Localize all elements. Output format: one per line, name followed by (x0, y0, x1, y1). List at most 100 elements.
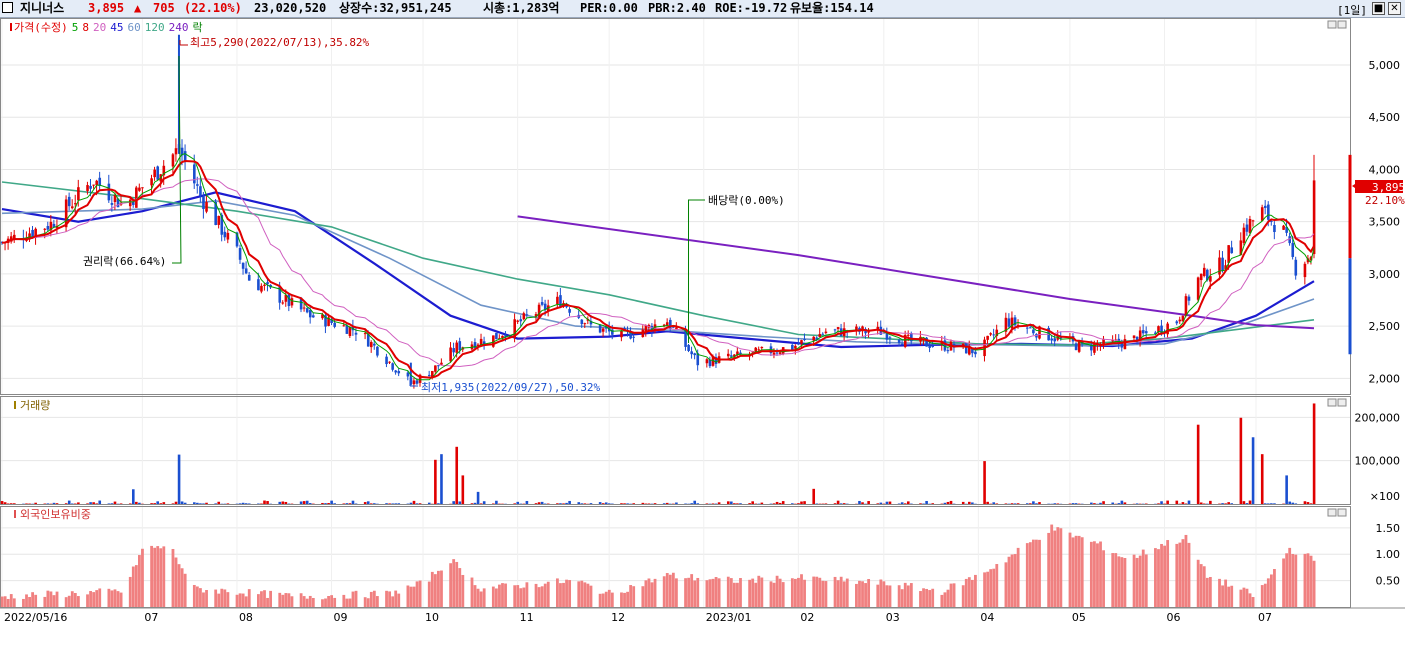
candle-body (778, 352, 782, 354)
candle-body (928, 345, 931, 348)
foreign-bar (409, 586, 413, 607)
candle-body (348, 326, 352, 336)
foreign-bar (388, 591, 391, 607)
close-icon[interactable]: ✕ (1388, 2, 1401, 15)
candle-body (302, 307, 306, 309)
foreign-bar (1309, 555, 1313, 607)
foreign-bar (897, 585, 901, 607)
candle-body (812, 336, 816, 341)
volume-bar (565, 502, 568, 504)
dividend-guide (688, 199, 705, 343)
candle-body (568, 309, 571, 313)
foreign-bar (1245, 588, 1249, 607)
candle-body (1093, 343, 1096, 353)
foreign-bar (1144, 554, 1148, 607)
restore-icon[interactable]: ■ (1372, 2, 1385, 15)
foreign-bar (354, 590, 358, 607)
volume-bar (803, 501, 806, 504)
ma-line-20 (1, 178, 1315, 368)
candle-body (312, 315, 315, 318)
foreign-bar (6, 598, 10, 607)
roe-value: ROE:-19.72 (715, 1, 788, 15)
foreign-bar (1059, 528, 1063, 607)
foreign-bar (430, 571, 434, 607)
candle-body (1294, 259, 1298, 276)
candle-body (1102, 338, 1105, 345)
foreign-bar (1157, 549, 1160, 607)
foreign-bar (1010, 554, 1014, 607)
volume-bar (196, 502, 199, 504)
candle-body (1209, 276, 1212, 282)
foreign-bar (302, 596, 306, 607)
foreign-bar (183, 573, 187, 607)
candle-body (156, 166, 160, 180)
volume-bar (620, 503, 623, 504)
foreign-bar (1077, 535, 1081, 607)
foreign-bar (568, 580, 572, 607)
volume-bar (217, 501, 221, 504)
volume-bar (132, 489, 135, 504)
volume-bar (885, 501, 889, 504)
volume-bar (299, 501, 303, 504)
foreign-bar (1224, 579, 1228, 607)
foreign-bar (790, 578, 794, 607)
foreign-bar (327, 595, 330, 607)
volume-bar (373, 503, 376, 504)
foreign-bar (992, 568, 996, 607)
candle-body (1206, 269, 1209, 281)
period-selector[interactable]: [1일] (1337, 4, 1367, 17)
volume-bar (525, 500, 529, 504)
foreign-bar (70, 591, 74, 607)
candle-body (86, 185, 89, 192)
panel-min-icon (1327, 20, 1337, 29)
volume-bar (202, 503, 205, 504)
foreign-bar (778, 578, 782, 607)
candle-body (1267, 204, 1270, 220)
candle-body (1309, 256, 1313, 261)
candle-body (995, 329, 999, 337)
volume-bar (1288, 501, 1291, 504)
volume-bar (983, 461, 986, 504)
volume-bar (1013, 503, 1017, 504)
checkbox-icon[interactable] (2, 2, 13, 13)
volume-bar (1309, 503, 1313, 504)
volume-bar (1230, 503, 1234, 504)
volume-bar (781, 501, 785, 504)
foreign-bar (110, 590, 114, 607)
foreign-bar (858, 580, 861, 607)
foreign-bar (415, 581, 419, 607)
foreign-bar (833, 576, 837, 607)
candle-body (141, 187, 144, 189)
foreign-bar (1166, 540, 1170, 607)
volume-bar (492, 503, 495, 504)
volume-bar (867, 501, 870, 504)
foreign-bar (504, 583, 507, 607)
candle-body (135, 187, 138, 208)
high-annotation: 최고5,290(2022/07/13),35.82% (190, 36, 370, 49)
candle-body (1032, 329, 1035, 334)
candle-body (665, 322, 669, 326)
foreign-bar (717, 578, 721, 607)
foreign-bar (217, 593, 221, 607)
foreign-bar (519, 588, 523, 607)
foreign-bar (903, 582, 907, 607)
candle-body (946, 350, 950, 352)
candle-body (1184, 296, 1188, 316)
foreign-bar (1102, 550, 1105, 607)
foreign-bar (842, 581, 846, 607)
candle-body (324, 315, 327, 327)
candle-body (308, 310, 312, 318)
foreign-bar (1123, 558, 1127, 607)
candle-body (964, 343, 968, 354)
foreign-bar (134, 565, 138, 607)
candle-body (589, 320, 593, 325)
foreign-bar (687, 577, 691, 607)
volume-bar (903, 503, 907, 504)
volume-bar (327, 503, 330, 504)
candle-body (1263, 205, 1267, 208)
candle-body (757, 349, 761, 351)
foreign-bar (714, 577, 718, 607)
foreign-bar (623, 592, 626, 607)
candle-body (498, 338, 501, 340)
volume-bar (513, 503, 516, 504)
